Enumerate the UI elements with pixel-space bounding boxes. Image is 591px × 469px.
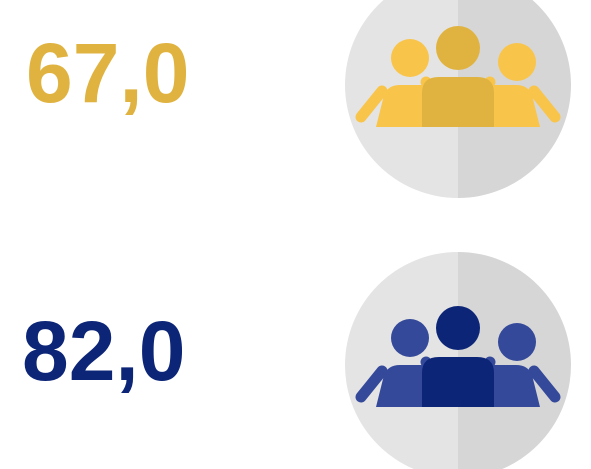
icon-badge bbox=[345, 252, 571, 469]
icon-badge bbox=[345, 0, 571, 198]
value-label: 82,0 bbox=[22, 304, 186, 398]
item: 67,0 bbox=[26, 0, 571, 198]
item: 82,0 bbox=[22, 252, 571, 469]
value-label: 67,0 bbox=[26, 26, 190, 120]
